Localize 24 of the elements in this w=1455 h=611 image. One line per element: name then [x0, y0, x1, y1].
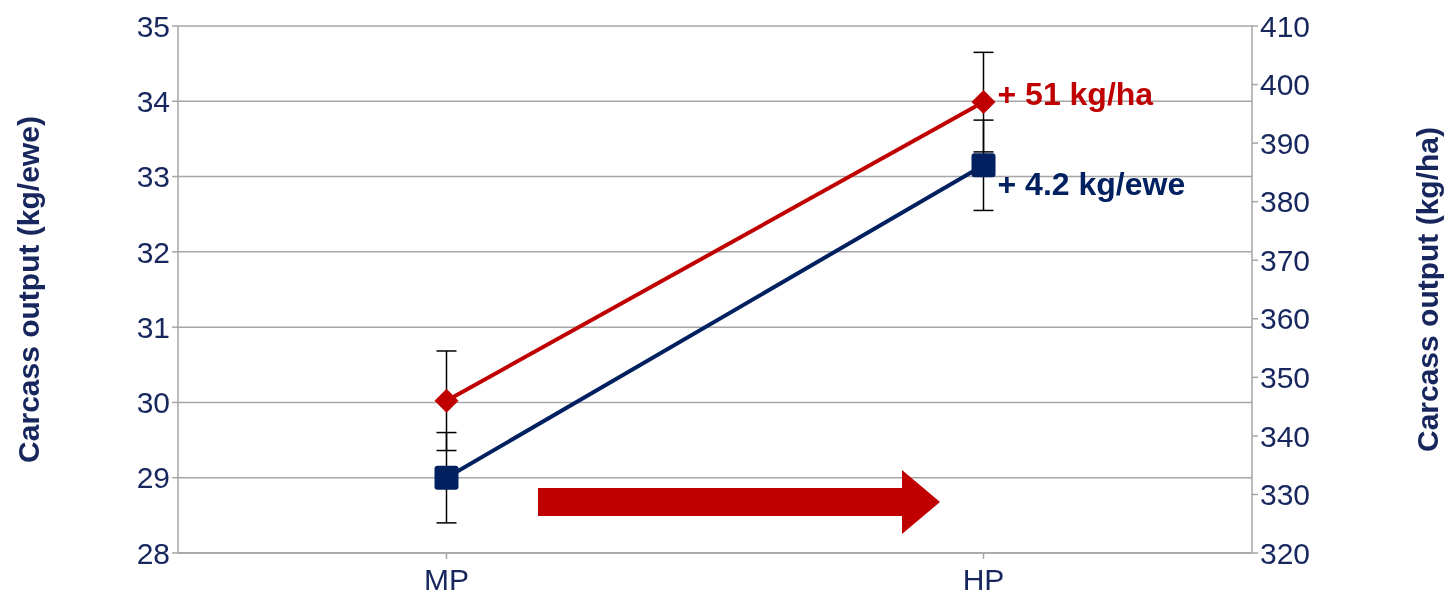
y-tick-label: 31: [136, 310, 170, 344]
y2-tick-label: 380: [1260, 185, 1311, 219]
x-tick-label: MP: [424, 563, 469, 597]
annotation: + 51 kg/ha: [997, 76, 1154, 113]
y-tick-label: 33: [136, 160, 170, 194]
y-tick-label: 35: [136, 9, 170, 43]
y2-tick-label: 340: [1260, 419, 1311, 453]
y2-tick-label: 410: [1260, 9, 1311, 43]
y2-tick-label: 330: [1260, 478, 1311, 512]
y-tick-label: 28: [136, 536, 170, 570]
y-tick-label: 30: [136, 386, 170, 420]
x-tick-label: HP: [962, 563, 1005, 597]
y-tick-label: 29: [136, 461, 170, 495]
annotation: + 4.2 kg/ewe: [997, 166, 1186, 203]
y-tick-label: 34: [136, 84, 170, 118]
y2-tick-label: 390: [1260, 126, 1311, 160]
y2-tick-label: 320: [1260, 536, 1311, 570]
y2-axis-title: Carcass output (kg/ha): [1410, 126, 1444, 453]
y2-tick-label: 370: [1260, 243, 1311, 277]
y2-tick-label: 360: [1260, 302, 1311, 336]
y-axis-title: Carcass output (kg/ewe): [11, 116, 45, 463]
y-tick-label: 32: [136, 235, 170, 269]
y2-tick-label: 400: [1260, 68, 1311, 102]
y2-tick-label: 350: [1260, 360, 1311, 394]
